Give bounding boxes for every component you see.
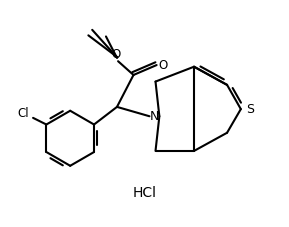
Text: S: S: [246, 103, 254, 116]
Text: Cl: Cl: [18, 107, 29, 120]
Text: N: N: [150, 110, 159, 123]
Text: HCl: HCl: [132, 186, 157, 200]
Text: O: O: [158, 59, 167, 72]
Text: O: O: [112, 47, 121, 61]
